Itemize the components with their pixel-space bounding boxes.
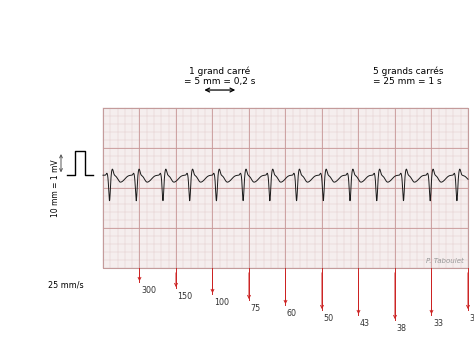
Text: 25 mm/s: 25 mm/s [48,280,84,289]
Text: 1 grand carré
= 5 mm = 0,2 s: 1 grand carré = 5 mm = 0,2 s [184,66,255,86]
Text: 50: 50 [323,313,334,322]
Text: 150: 150 [177,291,192,300]
Text: Calcul et calibrage: Calcul et calibrage [167,35,307,48]
Text: 300: 300 [141,285,156,295]
Text: 75: 75 [250,304,261,312]
Text: 43: 43 [360,318,370,328]
Text: 38: 38 [396,323,407,333]
Text: Fréquence cardiaque: Fréquence cardiaque [105,7,369,28]
Text: 5 grands carrés
= 25 mm = 1 s: 5 grands carrés = 25 mm = 1 s [373,66,443,86]
Text: 100: 100 [214,297,229,306]
Text: 33: 33 [433,318,443,328]
Text: 10 mm = 1 mV: 10 mm = 1 mV [52,159,61,217]
Text: P. Taboulet: P. Taboulet [426,258,464,264]
Bar [103,108,468,268]
Text: 60: 60 [287,308,297,317]
Text: 30: 30 [470,313,474,322]
